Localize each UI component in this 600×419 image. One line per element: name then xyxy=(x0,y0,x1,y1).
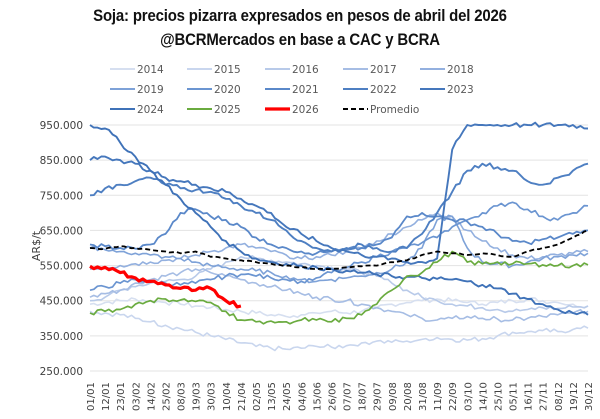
series-line-2025 xyxy=(89,250,589,325)
series-line-2024 xyxy=(89,124,589,316)
legend-item-2025: 2025 xyxy=(187,104,241,116)
x-tick-label: 14/02 xyxy=(146,382,157,411)
gridlines xyxy=(90,124,588,372)
x-tick-label: 11/09 xyxy=(433,382,444,411)
legend-label: 2015 xyxy=(214,64,241,76)
series-lines xyxy=(89,121,589,352)
legend-item-2018: 2018 xyxy=(420,64,474,76)
legend-label: 2014 xyxy=(137,64,164,76)
y-tick-label: 350.000 xyxy=(40,331,83,343)
legend-item-2020: 2020 xyxy=(187,84,241,96)
x-tick-label: 14/10 xyxy=(478,382,489,411)
legend-item-2019: 2019 xyxy=(110,84,164,96)
y-tick-label: 650.000 xyxy=(40,225,83,237)
legend-item-2014: 2014 xyxy=(110,64,164,76)
legend: 2014 2015 2016 2017 2018 2019 2020 2021 2022 2023… xyxy=(110,64,474,116)
y-axis-ticks: 250.000 350.000 450.000 550.000 650.000 750.0… xyxy=(40,120,83,378)
x-tick-label: 03/10 xyxy=(463,382,474,411)
y-tick-label: 250.000 xyxy=(40,366,83,378)
series-line-2017 xyxy=(89,267,589,323)
x-tick-label: 15/06 xyxy=(312,382,323,411)
x-tick-label: 20/08 xyxy=(403,382,414,411)
legend-item-2026: 2026 xyxy=(265,104,319,116)
y-tick-label: 450.000 xyxy=(40,296,83,308)
y-axis-label: AR$/t xyxy=(30,230,43,261)
x-tick-label: 19/12 xyxy=(569,382,580,411)
x-tick-label: 21/04 xyxy=(237,382,248,411)
legend-item-2024: 2024 xyxy=(110,104,164,116)
x-tick-label: 18/07 xyxy=(358,382,369,411)
legend-label: 2024 xyxy=(137,104,164,116)
legend-label: 2026 xyxy=(292,104,319,116)
x-tick-label: 16/11 xyxy=(524,382,535,411)
x-tick-label: 09/08 xyxy=(388,382,399,411)
legend-item-2021: 2021 xyxy=(265,84,319,96)
x-tick-label: 30/03 xyxy=(207,382,218,411)
series-line-promedio xyxy=(89,229,589,270)
x-tick-label: 04/06 xyxy=(297,382,308,411)
legend-item-2023: 2023 xyxy=(420,84,474,96)
series-line-2015 xyxy=(89,310,589,352)
x-tick-label: 08/03 xyxy=(177,382,188,411)
x-tick-label: 05/11 xyxy=(509,382,520,411)
legend-item-promedio: Promedio xyxy=(343,104,419,116)
y-tick-label: 850.000 xyxy=(40,155,83,167)
legend-item-2015: 2015 xyxy=(187,64,241,76)
x-tick-label: 12/01 xyxy=(101,382,112,411)
x-tick-label: 27/11 xyxy=(539,382,550,411)
x-tick-label: 19/03 xyxy=(192,382,203,411)
x-tick-label: 13/05 xyxy=(267,382,278,411)
x-axis-ticks: 01/01 12/01 23/01 03/02 14/02 25/02 08/03 19/03… xyxy=(86,382,595,411)
legend-label: 2023 xyxy=(447,84,474,96)
x-tick-label: 25/10 xyxy=(493,382,504,411)
x-tick-label: 26/06 xyxy=(327,382,338,411)
y-tick-label: 550.000 xyxy=(40,261,83,273)
series-line-2026 xyxy=(89,264,242,309)
x-tick-label: 22/09 xyxy=(448,382,459,411)
legend-label: 2022 xyxy=(370,84,397,96)
x-tick-label: 10/04 xyxy=(222,382,233,411)
legend-label: 2019 xyxy=(137,84,164,96)
legend-label: 2020 xyxy=(214,84,241,96)
legend-item-2017: 2017 xyxy=(343,64,397,76)
x-tick-label: 29/07 xyxy=(373,382,384,411)
x-tick-label: 23/01 xyxy=(116,382,127,411)
series-line-2014 xyxy=(89,297,589,319)
series-line-2023 xyxy=(89,121,589,265)
legend-label: 2018 xyxy=(447,64,474,76)
chart-subtitle: @BCRMercados en base a CAC y BCRA xyxy=(160,30,440,49)
x-tick-label: 08/12 xyxy=(554,382,565,411)
series-line-2021 xyxy=(89,208,589,256)
legend-label: 2016 xyxy=(292,64,319,76)
legend-item-2022: 2022 xyxy=(343,84,397,96)
y-tick-label: 950.000 xyxy=(40,120,83,132)
x-tick-label: 25/02 xyxy=(161,382,172,411)
chart-title: Soja: precios pizarra expresados en peso… xyxy=(93,6,507,25)
y-tick-label: 750.000 xyxy=(40,190,83,202)
x-tick-label: 31/08 xyxy=(418,382,429,411)
legend-label: 2021 xyxy=(292,84,319,96)
x-tick-label: 02/05 xyxy=(252,382,263,411)
legend-label: Promedio xyxy=(370,104,419,116)
x-tick-label: 24/05 xyxy=(282,382,293,411)
legend-label: 2025 xyxy=(214,104,241,116)
x-tick-label: 03/02 xyxy=(131,382,142,411)
x-tick-label: 07/07 xyxy=(343,382,354,411)
x-tick-label: 30/12 xyxy=(584,382,595,411)
x-tick-label: 01/01 xyxy=(86,382,97,411)
legend-item-2016: 2016 xyxy=(265,64,319,76)
legend-label: 2017 xyxy=(370,64,397,76)
